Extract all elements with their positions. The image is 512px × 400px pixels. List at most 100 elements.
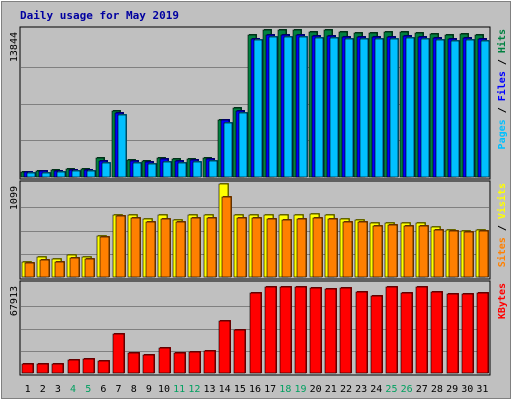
bar-pages — [101, 162, 111, 178]
bar-sites — [130, 217, 141, 278]
day-label: 17 — [264, 384, 276, 395]
bar-kbytes — [173, 352, 186, 374]
bar-sites — [357, 221, 368, 278]
bar-sites — [266, 218, 277, 278]
bar-kbytes — [309, 287, 322, 374]
day-label: 5 — [85, 384, 91, 395]
bar-pages — [208, 160, 218, 178]
bar-sites — [281, 219, 292, 278]
bar-sites — [342, 221, 353, 278]
day-label: 27 — [416, 384, 428, 395]
bar-pages — [86, 170, 96, 178]
bar-pages — [435, 39, 445, 178]
bar-kbytes — [324, 288, 337, 374]
panel-middle: 1099 Sites / Visits — [9, 180, 508, 280]
legend-hits: Hits — [496, 29, 508, 53]
bar-pages — [192, 161, 202, 178]
bar-kbytes — [97, 360, 110, 374]
bar-kbytes — [203, 350, 216, 374]
bar-kbytes — [21, 363, 34, 374]
bar-pages — [420, 38, 430, 178]
chart-title: Daily usage for May 2019 — [20, 9, 179, 22]
day-label: 7 — [116, 384, 122, 395]
day-label: 21 — [325, 384, 337, 395]
bar-pages — [238, 112, 248, 178]
day-label: 9 — [146, 384, 152, 395]
bar-sites — [312, 217, 323, 278]
bar-kbytes — [142, 354, 155, 374]
series-legend: Pages / Files / Hits — [496, 29, 508, 149]
bar-kbytes — [264, 286, 277, 374]
bar-pages — [268, 36, 278, 178]
bar-pages — [132, 162, 142, 178]
bar-sites — [190, 217, 201, 278]
ymax-label: 67913 — [9, 286, 20, 316]
bar-sites — [418, 225, 429, 278]
series-legend: KBytes — [497, 283, 508, 319]
bar-pages — [162, 161, 172, 178]
bar-sites — [372, 225, 383, 278]
panel-top: 13844 Pages / Files / Hits — [9, 26, 508, 180]
bar-kbytes — [294, 286, 307, 374]
ymax-label: 13844 — [9, 32, 20, 62]
bar-kbytes — [415, 286, 428, 374]
bar-pages — [450, 40, 460, 178]
day-label: 4 — [70, 384, 76, 395]
bar-kbytes — [188, 351, 201, 374]
bar-kbytes — [36, 363, 49, 374]
day-label: 8 — [131, 384, 137, 395]
bar-pages — [177, 162, 187, 178]
day-label: 2 — [40, 384, 46, 395]
day-label: 31 — [476, 384, 488, 395]
day-label: 26 — [401, 384, 413, 395]
bar-sites — [145, 221, 156, 278]
day-label: 1 — [25, 384, 31, 395]
bar-pages — [26, 172, 36, 178]
day-label: 6 — [100, 384, 106, 395]
bar-kbytes — [385, 286, 398, 374]
bar-kbytes — [370, 295, 383, 374]
bar-sites — [251, 217, 262, 278]
bar-pages — [253, 39, 263, 178]
ymax-label: 1099 — [9, 186, 20, 210]
day-label: 16 — [249, 384, 261, 395]
bar-sites — [160, 218, 171, 278]
day-label: 22 — [340, 384, 352, 395]
day-label: 23 — [355, 384, 367, 395]
bar-pages — [344, 38, 354, 178]
day-label: 18 — [279, 384, 291, 395]
day-label: 13 — [203, 384, 215, 395]
bar-sites — [99, 236, 110, 278]
bar-sites — [387, 224, 398, 278]
bar-kbytes — [82, 358, 95, 374]
panel-bottom: 67913 KBytes — [9, 280, 508, 376]
bar-sites — [478, 230, 489, 278]
bar-sites — [433, 229, 444, 278]
bar-kbytes — [430, 291, 443, 374]
series-legend: Sites / Visits — [496, 183, 508, 267]
bar-pages — [223, 122, 233, 178]
bar-pages — [147, 163, 157, 178]
bar-kbytes — [279, 286, 292, 374]
day-label: 20 — [310, 384, 322, 395]
bar-kbytes — [461, 293, 474, 374]
day-label: 11 — [173, 384, 185, 395]
bar-sites — [236, 217, 247, 278]
day-label: 15 — [234, 384, 246, 395]
legend- /: / — [497, 219, 508, 237]
bar-sites — [206, 217, 217, 278]
day-label: 30 — [461, 384, 473, 395]
bar-sites — [463, 231, 474, 278]
bar-pages — [298, 36, 308, 178]
day-label: 12 — [188, 384, 200, 395]
day-label: 14 — [219, 384, 231, 395]
bar-pages — [117, 114, 127, 178]
day-label: 19 — [294, 384, 306, 395]
bar-kbytes — [355, 291, 368, 374]
day-label: 29 — [446, 384, 458, 395]
bar-kbytes — [476, 292, 489, 374]
bar-pages — [405, 37, 415, 178]
bar-sites — [115, 215, 126, 278]
bar-sites — [403, 225, 414, 278]
